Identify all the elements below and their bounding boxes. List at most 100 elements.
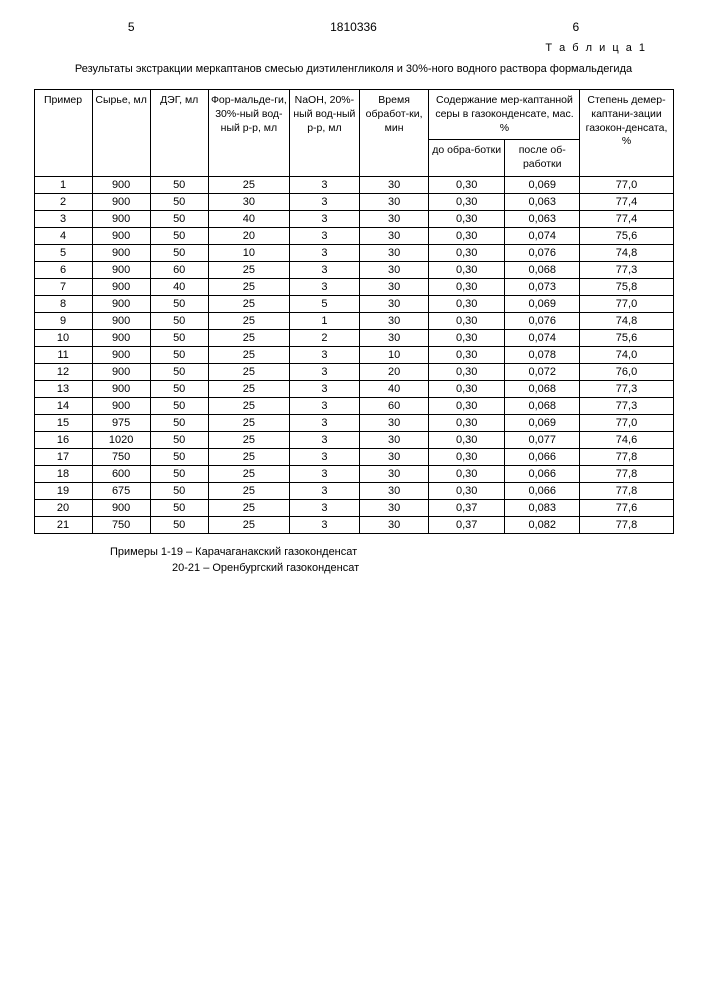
table-cell: 75,6 [580, 227, 673, 244]
table-cell: 0,068 [504, 261, 580, 278]
table-cell: 3 [290, 499, 360, 516]
table-cell: 30 [359, 482, 429, 499]
table-row: 1090050252300,300,07475,6 [34, 329, 673, 346]
table-cell: 0,069 [504, 414, 580, 431]
footnote-line-2: 20-21 – Оренбургский газоконденсат [172, 560, 677, 577]
table-cell: 40 [359, 380, 429, 397]
table-cell: 3 [290, 397, 360, 414]
table-cell: 21 [34, 516, 92, 533]
table-cell: 50 [150, 516, 208, 533]
table-row: 1860050253300,300,06677,8 [34, 465, 673, 482]
table-cell: 15 [34, 414, 92, 431]
table-cell: 30 [359, 431, 429, 448]
table-cell: 900 [92, 227, 150, 244]
table-cell: 25 [208, 499, 289, 516]
table-cell: 0,30 [429, 193, 505, 210]
table-cell: 0,063 [504, 210, 580, 227]
table-cell: 25 [208, 414, 289, 431]
table-cell: 3 [290, 448, 360, 465]
table-cell: 0,30 [429, 380, 505, 397]
table-cell: 20 [208, 227, 289, 244]
table-cell: 50 [150, 363, 208, 380]
table-row: 1390050253400,300,06877,3 [34, 380, 673, 397]
table-cell: 25 [208, 278, 289, 295]
table-cell: 13 [34, 380, 92, 397]
table-cell: 74,8 [580, 312, 673, 329]
table-cell: 0,077 [504, 431, 580, 448]
table-row: 2090050253300,370,08377,6 [34, 499, 673, 516]
table-cell: 77,8 [580, 465, 673, 482]
table-cell: 77,6 [580, 499, 673, 516]
table-cell: 750 [92, 448, 150, 465]
table-cell: 6 [34, 261, 92, 278]
table-cell: 1 [34, 176, 92, 193]
table-cell: 50 [150, 482, 208, 499]
table-cell: 30 [359, 329, 429, 346]
table-cell: 3 [290, 193, 360, 210]
col-time: Время обработ-ки, мин [359, 90, 429, 176]
footnote-line-1: Примеры 1-19 – Карачаганакский газоконде… [110, 544, 677, 561]
table-cell: 7 [34, 278, 92, 295]
table-cell: 4 [34, 227, 92, 244]
table-cell: 74,0 [580, 346, 673, 363]
table-cell: 50 [150, 346, 208, 363]
table-cell: 77,4 [580, 193, 673, 210]
table-cell: 74,8 [580, 244, 673, 261]
table-cell: 10 [34, 329, 92, 346]
table-cell: 12 [34, 363, 92, 380]
col-naoh: NaOH, 20%-ный вод-ный р-р, мл [290, 90, 360, 176]
table-cell: 50 [150, 312, 208, 329]
table-row: 190050253300,300,06977,0 [34, 176, 673, 193]
footnote: Примеры 1-19 – Карачаганакский газоконде… [110, 544, 677, 577]
col-degree: Степень демер-каптани-зации газокон-денс… [580, 90, 673, 176]
table-row: 990050251300,300,07674,8 [34, 312, 673, 329]
table-cell: 30 [359, 465, 429, 482]
table-cell: 3 [34, 210, 92, 227]
table-cell: 25 [208, 397, 289, 414]
table-cell: 77,3 [580, 380, 673, 397]
table-row: 590050103300,300,07674,8 [34, 244, 673, 261]
table-label: Т а б л и ц а 1 [30, 42, 647, 54]
table-cell: 30 [208, 193, 289, 210]
table-cell: 1020 [92, 431, 150, 448]
table-cell: 3 [290, 431, 360, 448]
table-cell: 0,30 [429, 244, 505, 261]
col-formaldehyde: Фор-мальде-ги, 30%-ный вод-ный р-р, мл [208, 90, 289, 176]
table-cell: 0,30 [429, 227, 505, 244]
table-cell: 25 [208, 329, 289, 346]
table-cell: 0,083 [504, 499, 580, 516]
page-left: 5 [128, 20, 135, 34]
table-cell: 14 [34, 397, 92, 414]
table-cell: 0,066 [504, 448, 580, 465]
table-cell: 50 [150, 176, 208, 193]
table-cell: 30 [359, 176, 429, 193]
table-cell: 25 [208, 448, 289, 465]
table-cell: 75,6 [580, 329, 673, 346]
data-table: Пример Сырье, мл ДЭГ, мл Фор-мальде-ги, … [34, 89, 674, 533]
table-cell: 3 [290, 346, 360, 363]
table-cell: 3 [290, 227, 360, 244]
table-cell: 30 [359, 414, 429, 431]
col-before: до обра-ботки [429, 140, 505, 176]
table-cell: 900 [92, 278, 150, 295]
table-row: 1190050253100,300,07874,0 [34, 346, 673, 363]
table-cell: 30 [359, 210, 429, 227]
table-cell: 3 [290, 244, 360, 261]
table-cell: 40 [208, 210, 289, 227]
table-cell: 25 [208, 261, 289, 278]
table-row: 890050255300,300,06977,0 [34, 295, 673, 312]
table-cell: 40 [150, 278, 208, 295]
table-row: 1597550253300,300,06977,0 [34, 414, 673, 431]
table-cell: 0,30 [429, 329, 505, 346]
table-cell: 900 [92, 312, 150, 329]
col-syrie: Сырье, мл [92, 90, 150, 176]
table-cell: 900 [92, 380, 150, 397]
table-cell: 77,8 [580, 516, 673, 533]
table-cell: 0,063 [504, 193, 580, 210]
table-cell: 0,068 [504, 397, 580, 414]
table-cell: 76,0 [580, 363, 673, 380]
table-cell: 74,6 [580, 431, 673, 448]
table-cell: 30 [359, 227, 429, 244]
table-row: 690060253300,300,06877,3 [34, 261, 673, 278]
table-cell: 0,30 [429, 210, 505, 227]
